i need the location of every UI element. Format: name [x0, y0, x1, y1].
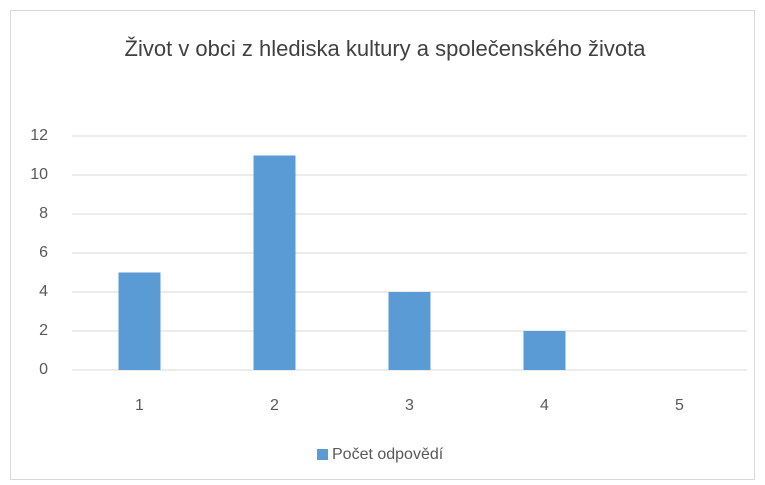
y-tick-label: 6	[39, 244, 48, 261]
y-tick-label: 10	[30, 166, 48, 183]
bar	[253, 155, 296, 370]
x-tick-label: 3	[405, 397, 414, 414]
y-tick-label: 2	[39, 322, 48, 339]
y-tick-label: 4	[39, 283, 48, 300]
legend-swatch	[317, 449, 328, 460]
y-tick-label: 0	[39, 361, 48, 378]
bar	[388, 292, 431, 370]
y-tick-label: 12	[30, 127, 48, 144]
chart-border	[10, 10, 755, 480]
x-tick-label: 2	[270, 397, 279, 414]
x-tick-label: 1	[135, 397, 144, 414]
bar	[118, 272, 161, 370]
chart-title: Život v obci z hlediska kultury a společ…	[124, 36, 646, 61]
x-tick-label: 5	[675, 397, 684, 414]
y-tick-label: 8	[39, 205, 48, 222]
x-tick-label: 4	[540, 397, 549, 414]
legend-label: Počet odpovědí	[332, 446, 444, 463]
bar	[523, 331, 566, 370]
